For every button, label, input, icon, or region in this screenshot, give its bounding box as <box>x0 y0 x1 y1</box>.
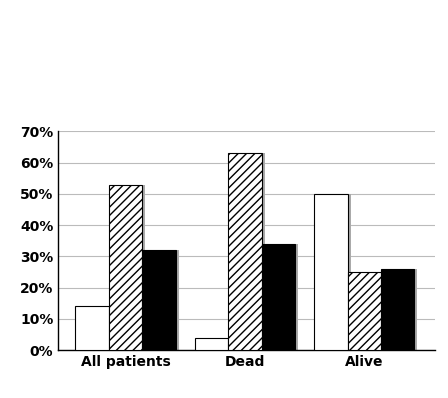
Bar <box>262 244 295 350</box>
Bar <box>265 244 298 350</box>
Bar <box>112 185 145 350</box>
Bar <box>195 338 228 350</box>
Bar <box>75 306 109 350</box>
Bar <box>314 194 348 350</box>
Bar <box>381 269 414 350</box>
Bar <box>78 306 112 350</box>
Bar <box>384 269 418 350</box>
Bar <box>228 153 262 350</box>
Bar <box>142 250 176 350</box>
Bar <box>348 272 381 350</box>
Bar <box>351 272 384 350</box>
Bar <box>231 153 265 350</box>
Bar <box>109 185 142 350</box>
Bar <box>198 338 231 350</box>
Bar <box>145 250 179 350</box>
Bar <box>317 194 351 350</box>
